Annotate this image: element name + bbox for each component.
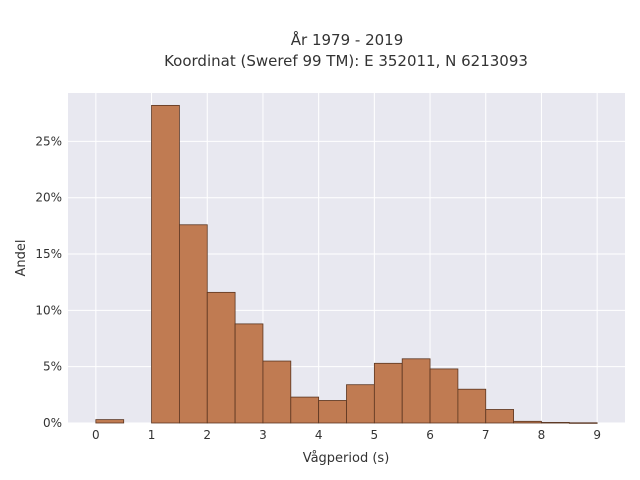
y-tick-label: 15% xyxy=(35,247,62,261)
x-tick-label: 7 xyxy=(482,428,490,442)
histogram-bar xyxy=(290,396,320,424)
x-tick-label: 4 xyxy=(315,428,323,442)
y-tick-label: 10% xyxy=(35,303,62,317)
y-tick-label: 5% xyxy=(43,360,62,374)
histogram-bar xyxy=(457,388,487,424)
histogram-bar xyxy=(346,384,375,424)
x-tick-label: 3 xyxy=(259,428,267,442)
histogram-bar xyxy=(318,400,347,424)
histogram-bar xyxy=(234,323,264,424)
y-tick-label: 25% xyxy=(35,134,62,148)
x-tick-label: 9 xyxy=(593,428,601,442)
histogram-bar xyxy=(429,368,459,424)
histogram-bar xyxy=(541,422,570,424)
histogram-bar xyxy=(95,419,125,424)
x-tick-label: 1 xyxy=(148,428,156,442)
y-axis-ticks: 0% 5% 10% 15% 20% 25% xyxy=(35,134,62,430)
x-tick-label: 6 xyxy=(426,428,434,442)
x-axis-ticks: 0 1 2 3 4 5 6 7 8 9 xyxy=(92,428,601,442)
histogram-bars xyxy=(95,104,598,424)
y-tick-label: 0% xyxy=(43,416,62,430)
histogram-bar xyxy=(401,358,431,424)
histogram-bar xyxy=(373,362,403,424)
x-tick-label: 0 xyxy=(92,428,100,442)
chart-title-line2: Koordinat (Sweref 99 TM): E 352011, N 62… xyxy=(164,52,528,70)
histogram-bar xyxy=(151,104,180,424)
x-tick-label: 8 xyxy=(538,428,546,442)
histogram-bar xyxy=(178,224,208,424)
x-tick-label: 5 xyxy=(371,428,379,442)
histogram-bar xyxy=(485,409,515,424)
histogram-bar xyxy=(206,291,236,424)
chart-title-line1: År 1979 - 2019 xyxy=(291,30,404,49)
x-axis-label: Vågperiod (s) xyxy=(303,451,390,466)
histogram-bar xyxy=(513,420,542,424)
x-tick-label: 2 xyxy=(203,428,211,442)
y-axis-label: Andel xyxy=(14,240,29,277)
histogram-bar xyxy=(262,360,292,424)
y-tick-label: 20% xyxy=(35,191,62,205)
histogram-bar xyxy=(568,422,598,424)
